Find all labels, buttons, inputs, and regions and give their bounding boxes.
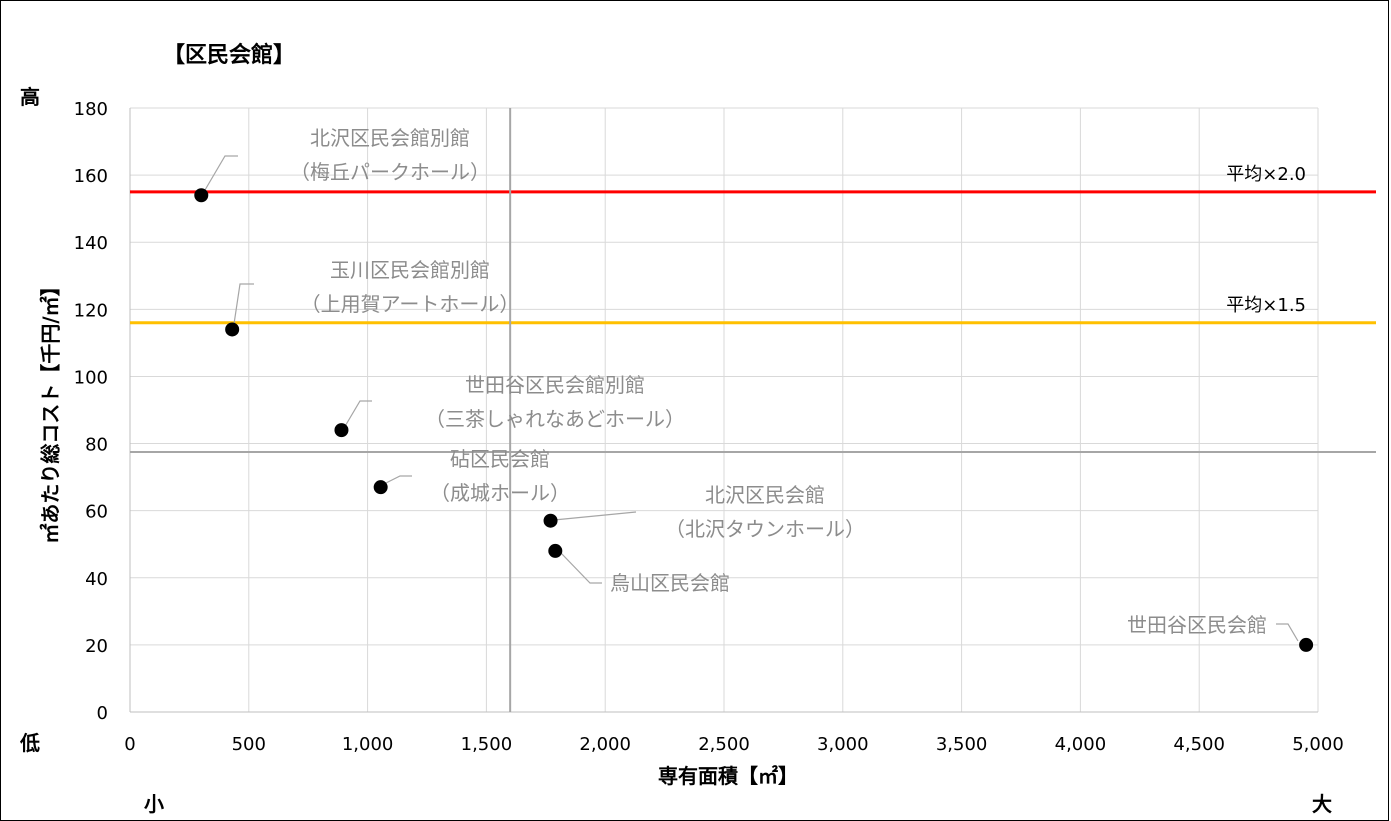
data-point <box>225 322 240 337</box>
data-point-label: 世田谷区民会館 <box>1127 613 1267 637</box>
data-points <box>194 188 1314 652</box>
x-tick-label: 4,500 <box>1173 734 1225 755</box>
data-point-label: （成城ホール） <box>430 481 570 505</box>
y-tick-label: 140 <box>74 233 108 254</box>
data-point-label: （上用賀アートホール） <box>301 292 520 316</box>
data-point-label: 北沢区民会館別館 <box>310 126 470 150</box>
tick-labels: 0 500 1,000 1,500 2,000 2,500 3,000 3,500 4,000 4… <box>74 99 1344 755</box>
data-point-label: （北沢タウンホール） <box>665 517 865 541</box>
data-point-label: 砧区民会館 <box>450 447 550 471</box>
data-point-label: 北沢区民会館 <box>705 483 825 507</box>
x-small-label: 小 <box>144 792 164 816</box>
leader-line <box>1276 623 1299 642</box>
data-point <box>194 188 209 203</box>
x-tick-label: 4,000 <box>1055 734 1107 755</box>
reference-lines: 平均×2.0 平均×1.5 <box>130 108 1376 712</box>
y-tick-label: 20 <box>85 636 108 657</box>
chart-title: 【区民会館】 <box>163 42 295 68</box>
leader-line <box>553 511 637 521</box>
data-point <box>334 423 349 438</box>
data-point-label: 烏山区民会館 <box>610 571 730 595</box>
reference-line-label: 平均×1.5 <box>1226 295 1306 316</box>
y-axis-title: ㎡あたり総コスト【千円/㎡】 <box>39 276 63 543</box>
leader-line <box>559 551 602 584</box>
y-tick-label: 0 <box>97 703 108 724</box>
y-tick-label: 100 <box>74 367 108 388</box>
data-point-label: （三茶しゃれなあどホール） <box>425 407 685 431</box>
x-tick-label: 1,000 <box>342 734 394 755</box>
leader-line <box>381 475 412 486</box>
y-tick-label: 120 <box>74 300 108 321</box>
x-tick-label: 1,500 <box>461 734 513 755</box>
data-point <box>548 543 563 558</box>
y-low-label: 低 <box>19 731 40 755</box>
y-high-label: 高 <box>20 85 40 109</box>
data-point <box>1299 637 1314 652</box>
x-tick-label: 2,500 <box>698 734 750 755</box>
x-tick-label: 0 <box>124 734 135 755</box>
x-tick-label: 5,000 <box>1292 734 1344 755</box>
x-axis-title: 専有面積【㎡】 <box>658 764 798 788</box>
leader-line <box>204 155 238 191</box>
y-tick-label: 60 <box>85 502 108 523</box>
x-tick-label: 2,000 <box>579 734 631 755</box>
x-large-label: 大 <box>1312 792 1332 816</box>
leader-lines <box>204 155 1299 642</box>
leader-line <box>233 283 254 325</box>
x-tick-label: 500 <box>232 734 266 755</box>
y-tick-label: 40 <box>85 569 108 590</box>
y-tick-label: 180 <box>74 99 108 120</box>
data-point <box>543 513 558 528</box>
leader-line <box>343 400 372 429</box>
point-labels: 北沢区民会館別館 （梅丘パークホール） 玉川区民会館別館 （上用賀アートホール） 世田谷… <box>290 126 1267 637</box>
data-point-label: 玉川区民会館別館 <box>330 258 490 282</box>
y-tick-label: 80 <box>85 435 108 456</box>
x-tick-label: 3,000 <box>817 734 869 755</box>
data-point <box>373 480 388 495</box>
grid <box>129 107 1319 713</box>
y-tick-label: 160 <box>74 166 108 187</box>
data-point-label: （梅丘パークホール） <box>290 160 490 184</box>
reference-line-label: 平均×2.0 <box>1226 164 1306 185</box>
data-point-label: 世田谷区民会館別館 <box>465 373 645 397</box>
x-tick-label: 3,500 <box>936 734 988 755</box>
